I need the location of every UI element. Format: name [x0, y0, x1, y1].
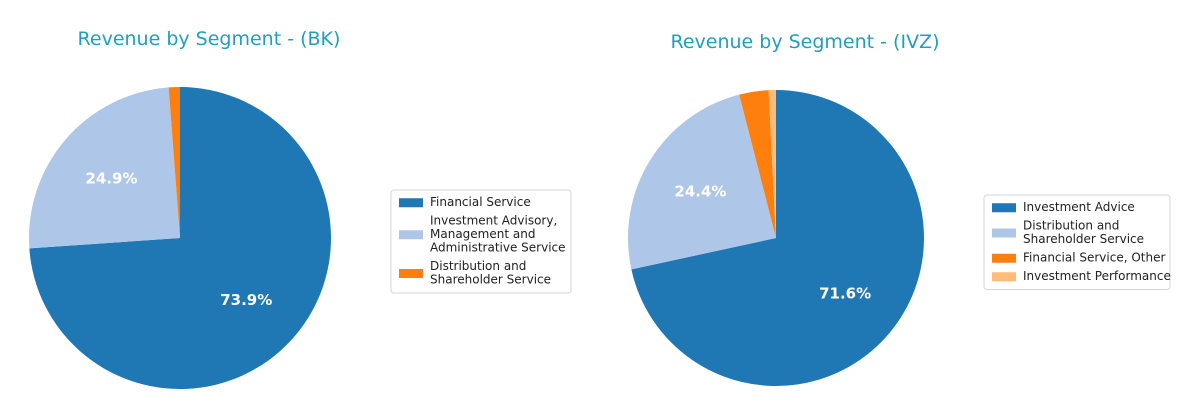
- chart-title-bk: Revenue by Segment - (BK): [78, 28, 341, 50]
- pie-labels-ivz: 71.6% 24.4%: [674, 182, 871, 302]
- legend-label-bk-2: Distribution and: [430, 259, 526, 273]
- legend-swatch-bk-2: [399, 269, 423, 278]
- legend-swatch-ivz-0: [992, 203, 1016, 213]
- legend-swatch-bk-1: [399, 230, 423, 240]
- pie-chart-bk: Revenue by Segment - (BK) 73.9% 24.9% Fin…: [28, 28, 572, 389]
- legend-ivz: Investment Advice Distribution andShareho…: [983, 194, 1171, 290]
- legend-label-bk-1: Administrative Service: [430, 241, 566, 255]
- slice-percent-label-ivz-0: 71.6%: [819, 285, 871, 303]
- pie-labels-bk: 73.9% 24.9%: [85, 170, 272, 309]
- legend-swatch-ivz-2: [992, 253, 1016, 263]
- legend-label-bk-1: Management and: [430, 227, 535, 241]
- legend-label-ivz-3: Investment Performance: [1023, 269, 1171, 283]
- legend-label-bk-0: Financial Service: [430, 195, 531, 209]
- legend-label-bk-1: Investment Advisory,: [430, 214, 557, 228]
- chart-title-ivz: Revenue by Segment - (IVZ): [670, 31, 939, 53]
- pie-slice-bk-1: [28, 87, 180, 249]
- legend-label-bk-2: Shareholder Service: [430, 273, 551, 287]
- slice-percent-label-bk-1: 24.9%: [85, 170, 137, 188]
- legend-box-ivz: [983, 194, 1171, 290]
- pie-slices-ivz: [628, 90, 924, 387]
- legend-swatch-bk-0: [399, 198, 423, 208]
- legend-label-ivz-0: Investment Advice: [1023, 200, 1135, 214]
- pie-slice-ivz-3: [768, 90, 776, 238]
- pie-slice-bk-0: [29, 87, 332, 389]
- slice-percent-label-ivz-1: 24.4%: [674, 182, 726, 200]
- legend-swatch-ivz-1: [992, 228, 1016, 238]
- pie-slice-bk-2: [168, 87, 180, 238]
- pie-slice-ivz-0: [631, 90, 924, 387]
- legend-label-ivz-2: Financial Service, Other: [1023, 251, 1165, 265]
- pie-slice-ivz-2: [739, 90, 776, 239]
- legend-swatch-ivz-3: [992, 272, 1016, 282]
- legend-label-ivz-1: Shareholder Service: [1023, 232, 1144, 246]
- legend-box-bk: [390, 189, 572, 294]
- legend-bk: Financial Service Investment Advisory,Man…: [390, 189, 572, 294]
- slice-percent-label-bk-0: 73.9%: [220, 291, 272, 309]
- pie-slices-bk: [28, 87, 332, 389]
- legend-label-ivz-1: Distribution and: [1023, 219, 1119, 233]
- pie-slice-ivz-1: [628, 94, 776, 270]
- pie-chart-ivz: Revenue by Segment - (IVZ) 71.6% 24.4% In…: [628, 31, 1171, 387]
